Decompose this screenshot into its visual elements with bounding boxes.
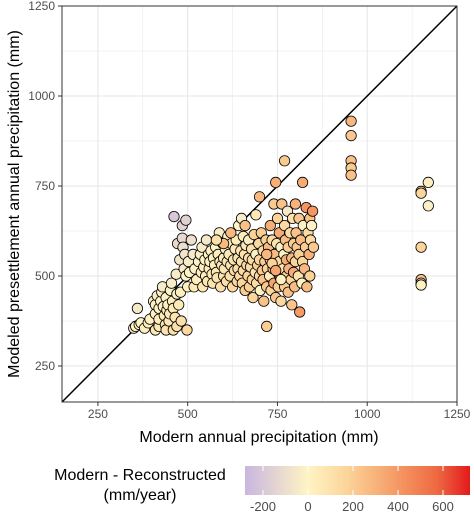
data-point: [296, 176, 309, 188]
data-point: [264, 220, 276, 232]
colorbar-tick-label: 200: [342, 499, 364, 514]
x-axis-label: Modern annual precipitation (mm): [139, 429, 378, 446]
data-point: [261, 248, 273, 260]
y-axis-ticks: 250 500 750 1000 1250: [28, 0, 62, 373]
data-point: [270, 176, 282, 188]
data-point: [306, 205, 319, 217]
one-to-one-line: [61, 5, 458, 403]
colorbar-tick-label: 600: [432, 499, 454, 514]
data-point: [270, 264, 282, 277]
data-point: [275, 273, 287, 286]
data-point: [175, 315, 187, 327]
data-point: [301, 281, 313, 293]
data-point: [165, 277, 178, 289]
data-point: [345, 115, 357, 127]
data-point: [289, 198, 301, 210]
colorbar-legend: Modern - Reconstructed (mm/year) -200 0 20…: [54, 466, 470, 514]
y-axis-label: Modeled presettlement annual precipitati…: [6, 30, 23, 378]
legend-title-line-2: (mm/year): [104, 487, 177, 504]
data-point: [168, 211, 180, 223]
legend-title-line-1: Modern - Reconstructed: [54, 467, 226, 484]
x-tick-label: 750: [267, 407, 287, 421]
data-point: [210, 234, 222, 246]
data-point: [415, 241, 427, 253]
data-point: [422, 176, 434, 188]
data-point: [239, 220, 251, 232]
y-tick-label: 1250: [28, 0, 55, 13]
colorbar-tick-label: 400: [387, 499, 409, 514]
data-point: [173, 299, 185, 311]
x-tick-label: 1000: [354, 407, 381, 421]
data-point: [305, 220, 318, 232]
data-point: [345, 130, 357, 142]
data-point: [415, 279, 427, 291]
data-point: [304, 270, 316, 282]
y-tick-label: 250: [35, 359, 55, 373]
data-point: [271, 212, 284, 224]
data-point: [225, 227, 237, 239]
data-point: [185, 234, 197, 246]
data-point: [181, 324, 193, 336]
plot-panel-border: [61, 5, 458, 403]
x-tick-label: 500: [178, 407, 198, 421]
data-point: [258, 295, 270, 307]
x-axis-ticks: 250 500 750 1000 1250: [88, 402, 471, 421]
x-tick-label: 1250: [444, 407, 471, 421]
data-point: [415, 187, 427, 199]
grid: [62, 5, 458, 402]
data-point: [180, 214, 192, 226]
data-point: [247, 291, 259, 304]
data-point: [253, 191, 266, 203]
data-point: [278, 155, 291, 167]
data-points: [128, 115, 434, 336]
data-point: [250, 209, 262, 221]
data-point: [294, 306, 306, 318]
data-point: [275, 295, 287, 307]
data-point: [422, 200, 434, 212]
y-tick-label: 750: [35, 179, 55, 193]
data-point: [261, 320, 273, 332]
data-point: [200, 234, 212, 246]
colorbar-ticks: -200 0 200 400 600: [250, 466, 454, 514]
y-tick-label: 1000: [28, 89, 55, 103]
y-tick-label: 500: [35, 269, 55, 283]
colorbar-tick-label: -200: [250, 499, 276, 514]
data-point: [307, 241, 319, 253]
data-point: [345, 169, 357, 181]
colorbar: [245, 466, 470, 495]
data-point: [286, 299, 298, 311]
x-tick-label: 250: [88, 407, 108, 421]
colorbar-tick-label: 0: [304, 499, 311, 514]
data-point: [131, 302, 143, 314]
